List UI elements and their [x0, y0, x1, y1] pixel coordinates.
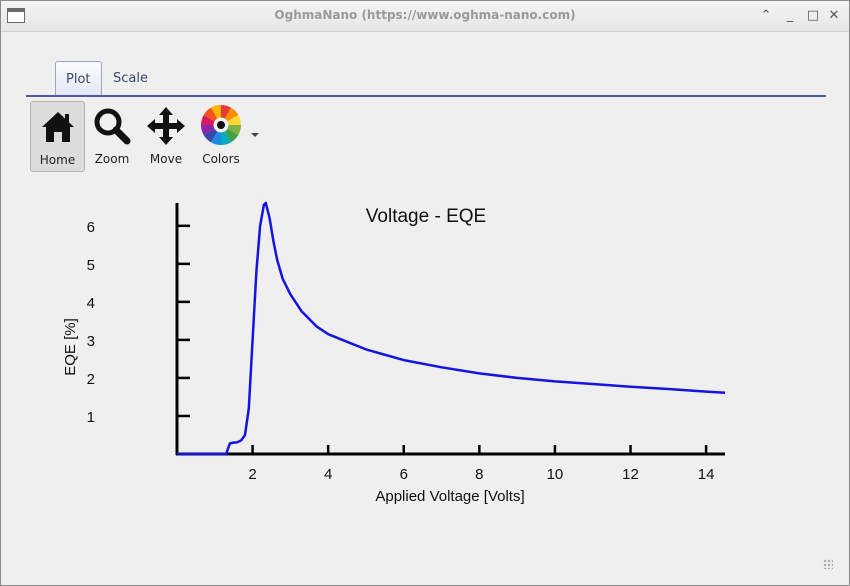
x-axis-label: Applied Voltage [Volts] — [375, 488, 524, 505]
x-tick-label: 2 — [248, 466, 256, 483]
move-arrows-icon — [147, 107, 185, 145]
colors-label: Colors — [202, 152, 240, 166]
minimize-button[interactable]: _ — [786, 8, 794, 23]
window-title: OghmaNano (https://www.oghma-nano.com) — [274, 8, 576, 22]
colors-dropdown-arrow-icon[interactable] — [251, 133, 259, 137]
color-wheel-icon — [201, 105, 241, 145]
move-label: Move — [149, 152, 183, 166]
tab-underline — [26, 95, 826, 97]
colors-button[interactable]: Colors — [194, 101, 248, 172]
eqe-chart[interactable]: Voltage - EQE EQE [%] Applied Voltage [V… — [1, 1, 849, 561]
eqe-series-line — [177, 201, 726, 456]
x-tick-label: 6 — [400, 466, 408, 483]
home-icon — [41, 112, 74, 142]
home-label: Home — [39, 153, 76, 167]
y-tick-label: 3 — [87, 333, 95, 350]
home-button[interactable]: Home — [30, 101, 85, 172]
y-tick-label: 6 — [87, 219, 95, 236]
x-tick-label: 12 — [622, 466, 639, 483]
zoom-button[interactable]: Zoom — [86, 101, 138, 172]
maximize-button[interactable]: □ — [806, 8, 820, 23]
y-tick-label: 2 — [87, 371, 95, 388]
tab-scale[interactable]: Scale — [113, 71, 148, 86]
close-button[interactable]: ✕ — [828, 8, 840, 23]
zoom-label: Zoom — [94, 152, 130, 166]
x-tick-label: 4 — [324, 466, 332, 483]
resize-grip-icon[interactable] — [823, 559, 833, 569]
app-window-icon — [7, 8, 25, 23]
x-tick-label: 14 — [698, 466, 715, 483]
x-tick-label: 8 — [475, 466, 483, 483]
title-bar[interactable]: OghmaNano (https://www.oghma-nano.com) ⌃… — [1, 1, 849, 32]
y-tick-label: 5 — [87, 257, 95, 274]
y-tick-label: 1 — [87, 409, 95, 426]
tab-plot[interactable]: Plot — [55, 61, 102, 95]
chart-title: Voltage - EQE — [366, 206, 486, 227]
x-tick-label: 10 — [547, 466, 564, 483]
y-tick-label: 4 — [87, 295, 95, 312]
magnifier-icon — [94, 108, 131, 145]
move-button[interactable]: Move — [140, 101, 192, 172]
y-axis-label: EQE [%] — [62, 318, 79, 376]
collapse-button[interactable]: ⌃ — [760, 8, 772, 23]
